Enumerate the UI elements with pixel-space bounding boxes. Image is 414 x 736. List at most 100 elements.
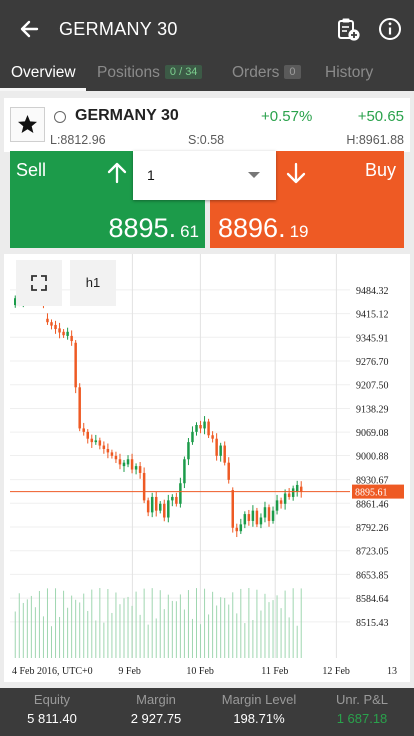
volume-bar (260, 610, 262, 658)
volume-bar (228, 604, 230, 658)
volume-bar (107, 589, 109, 658)
back-button[interactable] (12, 14, 46, 44)
volume-bar (159, 590, 161, 658)
candle-body (106, 448, 110, 453)
tab-history[interactable]: History (325, 64, 373, 82)
price-chart[interactable]: 9484.32 9415.12 9345.91 9276.70 9207.50 9138.… (4, 254, 410, 682)
margin-level-label: Margin Level (221, 692, 297, 707)
volume-bar (175, 601, 177, 658)
volume-bar (67, 607, 69, 658)
day-low: L:8812.96 (50, 133, 106, 147)
volume-bar (151, 588, 153, 658)
quantity-dropdown[interactable]: 1 (133, 151, 276, 200)
volume-bar (63, 590, 65, 658)
star-icon (18, 115, 37, 133)
candle-body (275, 500, 279, 511)
change-percent: +0.57% (261, 108, 313, 125)
candle-body (70, 335, 73, 342)
volume-bar (252, 620, 254, 658)
margin-level-value: 198.71% (233, 711, 285, 726)
volume-bar (224, 597, 226, 658)
volume-bar (167, 594, 169, 658)
quantity-value: 1 (147, 167, 155, 183)
volume-bar (179, 594, 181, 658)
tab-orders[interactable]: Orders 0 (232, 64, 301, 82)
candle-body (14, 298, 17, 306)
add-to-watchlist-button[interactable] (334, 15, 362, 43)
volume-bar (143, 588, 145, 658)
volume-bar (216, 605, 218, 658)
candle-body (46, 318, 49, 323)
candle-body (74, 342, 77, 388)
volume-bar (232, 592, 234, 658)
candle-body (195, 424, 198, 432)
candle-body (299, 486, 303, 492)
fullscreen-button[interactable] (16, 260, 62, 306)
volume-bar (75, 599, 77, 658)
volume-bar (87, 610, 89, 658)
volume-bar (288, 617, 290, 658)
volume-bar (276, 595, 278, 658)
volume-bar (147, 624, 149, 658)
margin-level-stat: Margin Level 198.71% (207, 692, 311, 726)
volume-bar (71, 595, 73, 658)
unrealized-pnl-stat: Unr. P&L 1 687.18 (310, 692, 414, 726)
orders-count-badge: 0 (284, 65, 301, 79)
volume-bar (79, 602, 81, 658)
volume-bar (256, 589, 258, 658)
volume-bar (135, 591, 137, 658)
info-button[interactable] (376, 15, 404, 43)
candle-body (295, 484, 299, 492)
volume-bar (83, 593, 85, 658)
volume-bar (59, 616, 61, 658)
current-price-tag (352, 484, 404, 499)
candle-body (187, 442, 190, 460)
margin-stat: Margin 2 927.75 (104, 692, 208, 726)
volume-bar (300, 588, 302, 658)
volume-bar (284, 590, 286, 658)
candle-body (279, 500, 283, 504)
favorite-button[interactable] (10, 107, 45, 142)
arrow-up-icon (107, 162, 127, 184)
volume-bar (268, 602, 270, 658)
candle-body (263, 507, 267, 518)
y-tick-label: 9276.70 (356, 357, 389, 368)
volume-bar (220, 597, 222, 658)
volume-bar (14, 611, 16, 658)
y-tick-label: 9415.12 (356, 310, 389, 321)
candle-body (114, 455, 118, 460)
x-tick-label: 13 (387, 666, 397, 677)
candle-body (251, 510, 255, 521)
buy-price: 8896. 19 (218, 213, 309, 244)
candle-body (179, 483, 182, 504)
candle-body (207, 421, 210, 436)
clipboard-plus-icon (338, 18, 360, 41)
candle-body (215, 438, 218, 456)
interval-selector[interactable]: h1 (70, 260, 116, 306)
volume-bar (155, 618, 157, 658)
buy-price-main: 8896. (218, 213, 286, 243)
y-tick-label: 8930.67 (356, 476, 389, 487)
tab-overview[interactable]: Overview (11, 64, 76, 82)
candle-body (62, 331, 65, 336)
candle-body (138, 466, 142, 473)
volume-bar (204, 588, 206, 658)
volume-bar (50, 626, 52, 658)
volume-bar (34, 607, 36, 658)
tab-positions-label: Positions (97, 64, 160, 81)
interval-label: h1 (85, 275, 101, 290)
instrument-summary: GERMANY 30 +0.57% +50.65 L:8812.96 S:0.5… (4, 98, 410, 152)
volume-bar (99, 588, 101, 658)
candle-body (130, 459, 134, 470)
candle-body (54, 324, 57, 330)
chevron-down-icon (248, 172, 260, 178)
sell-price: 8895. 61 (109, 213, 200, 244)
current-price-label: 8895.61 (355, 488, 388, 499)
arrow-back-icon (20, 20, 39, 38)
tab-positions[interactable]: Positions 0 / 34 (97, 64, 203, 82)
candle-body (58, 328, 61, 333)
volume-bar (212, 591, 214, 658)
candle-body (154, 496, 158, 511)
candle-body (150, 496, 154, 513)
